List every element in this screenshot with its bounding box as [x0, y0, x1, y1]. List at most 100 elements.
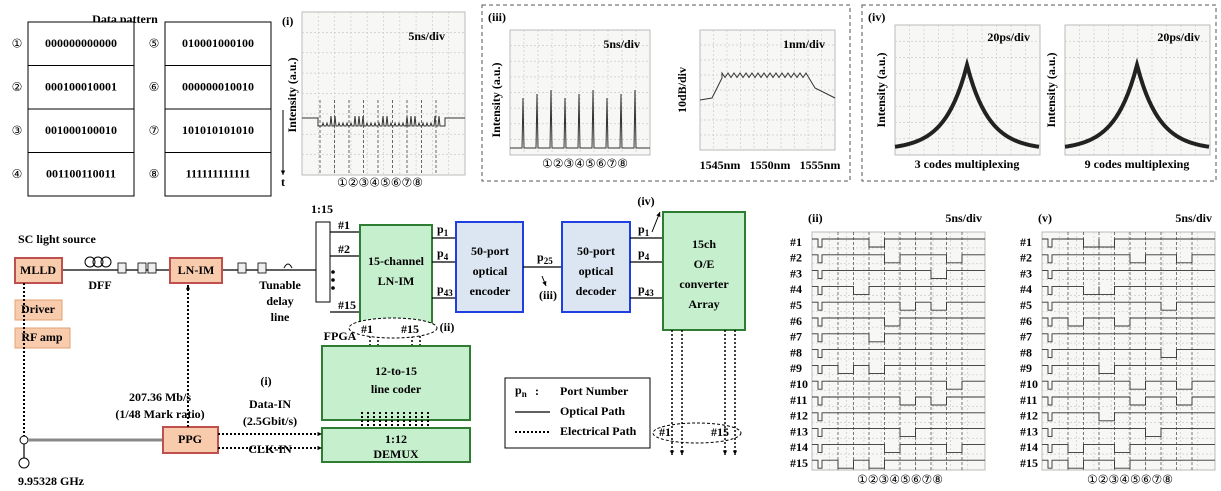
panel-label: (v): [1038, 211, 1052, 225]
isolator: [238, 263, 246, 273]
channel-label: #8: [790, 345, 802, 359]
signal-generator: [19, 458, 29, 468]
pattern-number: ⑤: [149, 37, 160, 51]
component-label: 1:15: [311, 202, 333, 216]
panel-label: (i): [282, 14, 293, 28]
channel-label: #4: [1020, 282, 1032, 296]
port-label: p43: [638, 282, 654, 298]
scope-scale: 20ps/div: [1157, 30, 1200, 44]
oe-array: [663, 212, 745, 330]
rate-label: 207.36 Mb/s: [129, 390, 191, 404]
component-label: Tunable: [259, 278, 301, 292]
scope-scale: 5ns/div: [603, 37, 640, 51]
box-label: LN-IM: [178, 263, 215, 277]
caption: 3 codes multiplexing: [915, 157, 1020, 171]
channel-label: #11: [1020, 393, 1037, 407]
component-label: delay: [266, 294, 293, 308]
port-label: #15: [338, 298, 356, 312]
arrow-head: [680, 450, 684, 455]
x-label: 1545nm: [700, 158, 741, 172]
channel-label: #7: [1020, 330, 1032, 344]
channel-label: #14: [1020, 440, 1038, 454]
scope-scale: 5ns/div: [1175, 211, 1212, 225]
channel-label: #12: [790, 409, 808, 423]
pattern-code: 000000010010: [182, 79, 254, 93]
channel-label: #13: [1020, 424, 1038, 438]
box-label: RF amp: [21, 330, 63, 344]
arrow-head: [186, 285, 190, 290]
pattern-number: ②: [12, 80, 23, 94]
box-label: 50-port: [577, 244, 615, 258]
isolator: [148, 263, 156, 273]
port-label: p1: [638, 222, 650, 238]
port-sub: 1: [444, 228, 449, 238]
channel-label: #3: [1020, 266, 1032, 280]
channel-label: #11: [790, 393, 807, 407]
axis-label: Intensity (a.u.): [285, 57, 299, 132]
pattern-number: ⑧: [149, 167, 160, 181]
port-label: #1: [659, 425, 671, 439]
box-label: Driver: [21, 302, 56, 316]
isolator: [258, 263, 266, 273]
port-label: p4: [437, 246, 449, 262]
scope-scale: 20ps/div: [987, 30, 1030, 44]
slot-markers: ①②③④⑤⑥⑦⑧: [1087, 473, 1173, 487]
channel-label: #7: [790, 330, 802, 344]
pattern-code: 000100010001: [45, 79, 117, 93]
legend-label: :: [535, 384, 539, 398]
axis-label: 10dB/div: [675, 67, 689, 113]
splitter-box: [316, 222, 330, 302]
box-label: decoder: [576, 284, 617, 298]
clock-source: [20, 436, 28, 444]
box-label: 50-port: [471, 244, 509, 258]
legend-label: Port Number: [560, 384, 629, 398]
panel-label: (iii): [488, 10, 506, 24]
channel-label: #14: [790, 440, 808, 454]
box-label: encoder: [470, 284, 511, 298]
port-label: p25: [537, 250, 553, 266]
pattern-number: ③: [12, 124, 23, 138]
scope-scale: 5ns/div: [408, 29, 445, 43]
pattern-number: ⑦: [149, 124, 160, 138]
pattern-number: ①: [12, 37, 23, 51]
pattern-code: 001100110011: [46, 166, 116, 180]
box-label: 1:12: [385, 432, 407, 446]
component-label: line: [271, 310, 290, 324]
slot-markers: ①②③④⑤⑥⑦⑧: [542, 157, 628, 171]
slot-markers: ①②③④⑤⑥⑦⑧: [337, 176, 423, 190]
port-label: p43: [437, 282, 453, 298]
probe-label: (ii): [440, 320, 455, 334]
channel-label: #2: [1020, 251, 1032, 265]
box-label: LN-IM: [378, 274, 415, 288]
legend-label: Electrical Path: [560, 424, 637, 438]
port-label: #15: [401, 322, 419, 336]
axis-label: Intensity (a.u.): [1044, 52, 1058, 127]
channel-label: #9: [1020, 361, 1032, 375]
box-label: optical: [473, 264, 508, 278]
channel-label: #13: [790, 424, 808, 438]
port-sub: 25: [544, 256, 554, 266]
port-sub: n: [522, 389, 527, 399]
port-label: #15: [711, 425, 729, 439]
port-sub: 43: [444, 288, 454, 298]
arrow-head: [723, 450, 727, 455]
x-label: 1550nm: [750, 158, 791, 172]
channel-label: #6: [790, 314, 802, 328]
signal-label: (2.5Gbit/s): [243, 414, 297, 428]
pattern-code: 001000100010: [45, 123, 117, 137]
box-label: optical: [579, 264, 614, 278]
channel-label: #9: [790, 361, 802, 375]
caption: 9 codes multiplexing: [1085, 157, 1190, 171]
panel-label: (iv): [868, 10, 885, 24]
channel-label: #4: [790, 282, 802, 296]
ellipsis-dot: [331, 286, 335, 290]
isolator: [138, 263, 146, 273]
box-label: 15ch: [692, 237, 716, 251]
port-label: #1: [338, 218, 350, 232]
arrow-head: [733, 450, 737, 455]
channel-label: #10: [790, 377, 808, 391]
box-label: O/E: [694, 257, 715, 271]
signal-label: Data-IN: [249, 397, 291, 411]
scope-scale: 5ns/div: [945, 211, 982, 225]
component-label: DFF: [88, 278, 111, 292]
